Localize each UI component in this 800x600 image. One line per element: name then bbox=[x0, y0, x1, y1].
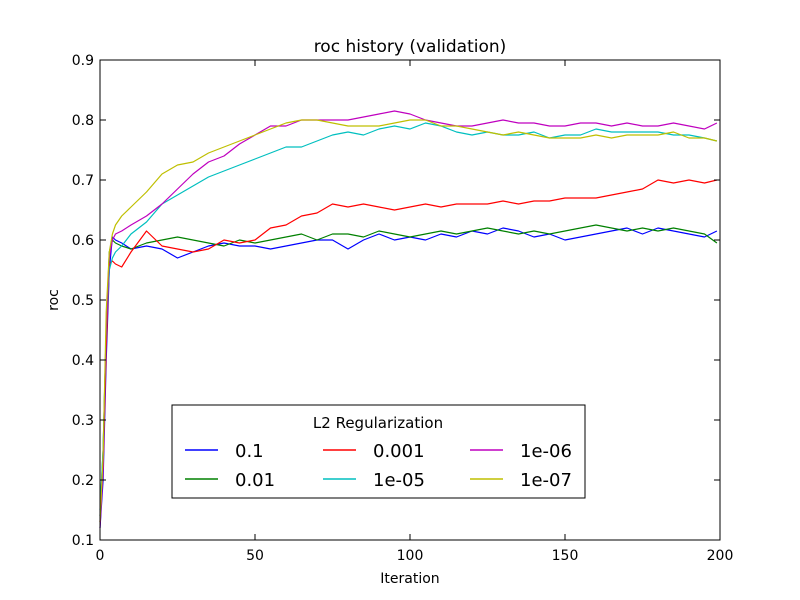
legend-title: L2 Regularization bbox=[313, 414, 443, 432]
y-tick-label: 0.6 bbox=[72, 233, 94, 249]
y-tick-label: 0.8 bbox=[72, 113, 94, 129]
x-tick-label: 150 bbox=[552, 548, 579, 564]
legend-label: 1e-06 bbox=[520, 441, 572, 462]
x-tick-label: 100 bbox=[397, 548, 424, 564]
y-tick-label: 0.3 bbox=[72, 413, 94, 429]
y-tick-label: 0.4 bbox=[72, 353, 94, 369]
chart-title: roc history (validation) bbox=[314, 37, 507, 57]
series-line-1e-05 bbox=[99, 122, 718, 511]
x-tick-label: 50 bbox=[246, 548, 264, 564]
y-tick-label: 0.9 bbox=[72, 53, 94, 69]
axis-ticks: 0 50 100 150 200 0.1 0.2 0.3 0.4 0.5 0.6 0.7 0.8 0.9 bbox=[72, 53, 734, 564]
series-line-1e-07 bbox=[99, 119, 718, 523]
legend-label: 1e-05 bbox=[373, 470, 425, 491]
x-tick-label: 0 bbox=[96, 548, 105, 564]
y-axis-title: roc bbox=[46, 289, 62, 311]
x-tick-label: 200 bbox=[707, 548, 734, 564]
legend-label: 0.001 bbox=[373, 441, 425, 462]
legend-label: 1e-07 bbox=[520, 470, 572, 491]
series-layer bbox=[99, 110, 718, 529]
y-tick-label: 0.7 bbox=[72, 173, 94, 189]
series-line-0-1 bbox=[99, 227, 718, 529]
legend-items: 0.1 0.01 0.001 1e-05 1e-06 1e-07 bbox=[185, 441, 572, 491]
series-line-1e-06 bbox=[99, 110, 718, 529]
legend-label: 0.01 bbox=[235, 470, 275, 491]
legend-label: 0.1 bbox=[235, 441, 264, 462]
series-line-0-001 bbox=[99, 179, 718, 523]
y-tick-label: 0.1 bbox=[72, 533, 94, 549]
y-tick-label: 0.5 bbox=[72, 293, 94, 309]
legend-box bbox=[171, 404, 586, 499]
series-line-0-01 bbox=[99, 224, 718, 517]
x-axis-title: Iteration bbox=[380, 571, 439, 587]
legend: L2 Regularization 0.1 0.01 0.001 1e-05 1e-06… bbox=[171, 404, 586, 499]
y-tick-label: 0.2 bbox=[72, 473, 94, 489]
